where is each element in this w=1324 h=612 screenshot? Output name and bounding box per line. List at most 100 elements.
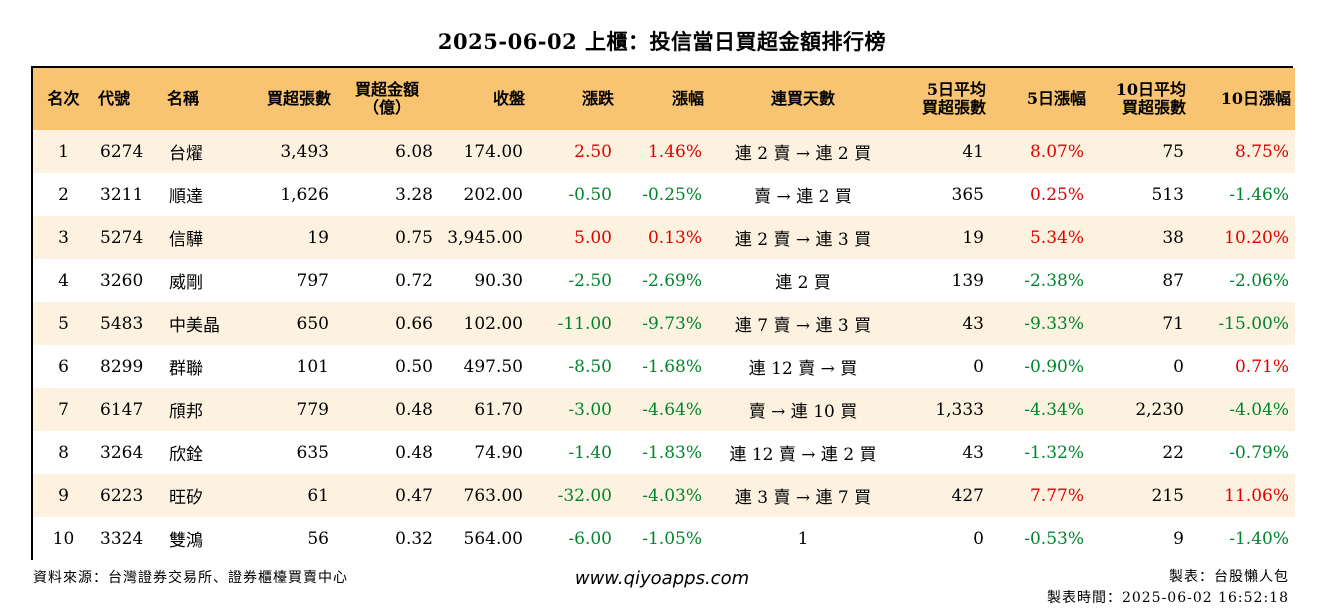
cell-streak: 連 2 買 (708, 259, 898, 302)
cell-streak: 1 (708, 517, 898, 560)
cell-amount: 0.50 (335, 345, 439, 388)
cell-pct5: -0.53% (990, 517, 1090, 560)
cell-rank: 2 (33, 173, 94, 216)
cell-amount: 0.48 (335, 388, 439, 431)
cell-pct5: 5.34% (990, 216, 1090, 259)
cell-avg10: 71 (1090, 302, 1190, 345)
cell-code: 8299 (94, 345, 163, 388)
table-row: 3 5274 信驊 19 0.75 3,945.00 5.00 0.13% 連 2 賣 → 連 … (33, 216, 1295, 259)
header-pct5: 5日漲幅 (990, 68, 1090, 130)
cell-amount: 0.72 (335, 259, 439, 302)
cell-code: 3264 (94, 431, 163, 474)
generated-time: 製表時間：2025-06-02 16:52:18 (1046, 590, 1289, 606)
cell-avg5: 0 (898, 517, 990, 560)
cell-close: 174.00 (439, 130, 529, 173)
cell-avg5: 43 (898, 302, 990, 345)
cell-avg10: 2,230 (1090, 388, 1190, 431)
cell-shares: 779 (239, 388, 335, 431)
cell-rank: 6 (33, 345, 94, 388)
page-title: 2025-06-02 上櫃：投信當日買超金額排行榜 (437, 29, 887, 54)
header-avg5-line1: 5日平均 (926, 80, 986, 99)
table-row: 1 6274 台燿 3,493 6.08 174.00 2.50 1.46% 連 2 賣 → 連… (33, 130, 1295, 173)
cell-change: 2.50 (529, 130, 618, 173)
cell-pct10: -2.06% (1190, 259, 1295, 302)
cell-streak: 連 2 賣 → 連 3 買 (708, 216, 898, 259)
header-pct: 漲幅 (618, 68, 708, 130)
table-row: 4 3260 威剛 797 0.72 90.30 -2.50 -2.69% 連 2 買 139 -2… (33, 259, 1295, 302)
cell-shares: 650 (239, 302, 335, 345)
cell-rank: 8 (33, 431, 94, 474)
cell-avg10: 22 (1090, 431, 1190, 474)
cell-name: 信驊 (163, 216, 239, 259)
cell-shares: 635 (239, 431, 335, 474)
cell-change: -11.00 (529, 302, 618, 345)
cell-pct10: 10.20% (1190, 216, 1295, 259)
cell-streak: 連 12 賣 → 連 2 買 (708, 431, 898, 474)
cell-name: 旺矽 (163, 474, 239, 517)
cell-avg5: 0 (898, 345, 990, 388)
cell-code: 3260 (94, 259, 163, 302)
cell-name: 雙鴻 (163, 517, 239, 560)
cell-streak: 連 7 賣 → 連 3 買 (708, 302, 898, 345)
cell-close: 564.00 (439, 517, 529, 560)
table-body: 1 6274 台燿 3,493 6.08 174.00 2.50 1.46% 連 2 賣 → 連… (33, 130, 1295, 560)
cell-avg10: 87 (1090, 259, 1190, 302)
cell-change: -1.40 (529, 431, 618, 474)
cell-code: 3324 (94, 517, 163, 560)
cell-pct10: 11.06% (1190, 474, 1295, 517)
cell-rank: 7 (33, 388, 94, 431)
ranking-table-container: 名次 代號 名稱 買超張數 買超金額 （億） 收盤 漲跌 漲幅 連買天數 5日平均… (31, 66, 1295, 560)
cell-rank: 9 (33, 474, 94, 517)
cell-pct5: -9.33% (990, 302, 1090, 345)
cell-pct5: 8.07% (990, 130, 1090, 173)
cell-pct5: -0.90% (990, 345, 1090, 388)
table-row: 9 6223 旺矽 61 0.47 763.00 -32.00 -4.03% 連 3 賣 → 連… (33, 474, 1295, 517)
cell-close: 763.00 (439, 474, 529, 517)
cell-avg5: 139 (898, 259, 990, 302)
cell-pct10: -15.00% (1190, 302, 1295, 345)
cell-amount: 0.48 (335, 431, 439, 474)
cell-pct: -1.05% (618, 517, 708, 560)
header-streak: 連買天數 (708, 68, 898, 130)
cell-pct: 1.46% (618, 130, 708, 173)
cell-name: 中美晶 (163, 302, 239, 345)
cell-avg5: 365 (898, 173, 990, 216)
cell-streak: 賣 → 連 10 買 (708, 388, 898, 431)
cell-avg10: 38 (1090, 216, 1190, 259)
cell-rank: 1 (33, 130, 94, 173)
cell-shares: 61 (239, 474, 335, 517)
header-close: 收盤 (439, 68, 529, 130)
cell-pct: 0.13% (618, 216, 708, 259)
cell-pct: -4.03% (618, 474, 708, 517)
cell-change: -0.50 (529, 173, 618, 216)
cell-pct5: 7.77% (990, 474, 1090, 517)
cell-rank: 5 (33, 302, 94, 345)
header-name: 名稱 (163, 68, 239, 130)
cell-pct: -2.69% (618, 259, 708, 302)
cell-name: 欣銓 (163, 431, 239, 474)
website-link[interactable]: www.qiyoapps.com (574, 568, 750, 589)
data-source: 資料來源：台灣證券交易所、證券櫃檯買賣中心 (33, 570, 348, 586)
cell-name: 台燿 (163, 130, 239, 173)
cell-avg5: 1,333 (898, 388, 990, 431)
cell-amount: 3.28 (335, 173, 439, 216)
cell-streak: 賣 → 連 2 買 (708, 173, 898, 216)
cell-close: 74.90 (439, 431, 529, 474)
cell-pct10: -0.79% (1190, 431, 1295, 474)
table-header-row: 名次 代號 名稱 買超張數 買超金額 （億） 收盤 漲跌 漲幅 連買天數 5日平均… (33, 68, 1295, 130)
cell-pct5: -4.34% (990, 388, 1090, 431)
cell-pct10: -4.04% (1190, 388, 1295, 431)
cell-change: -8.50 (529, 345, 618, 388)
cell-pct: -9.73% (618, 302, 708, 345)
header-pct10: 10日漲幅 (1190, 68, 1295, 130)
header-code: 代號 (94, 68, 163, 130)
header-net-amount: 買超金額 （億） (335, 68, 439, 130)
cell-code: 3211 (94, 173, 163, 216)
ranking-table: 名次 代號 名稱 買超張數 買超金額 （億） 收盤 漲跌 漲幅 連買天數 5日平均… (33, 68, 1295, 560)
header-avg5-line2: 買超張數 (921, 98, 986, 117)
cell-close: 3,945.00 (439, 216, 529, 259)
header-net-amount-line1: 買超金額 (354, 80, 419, 99)
cell-pct10: 0.71% (1190, 345, 1295, 388)
table-row: 5 5483 中美晶 650 0.66 102.00 -11.00 -9.73% 連 7 賣 →… (33, 302, 1295, 345)
cell-avg5: 19 (898, 216, 990, 259)
